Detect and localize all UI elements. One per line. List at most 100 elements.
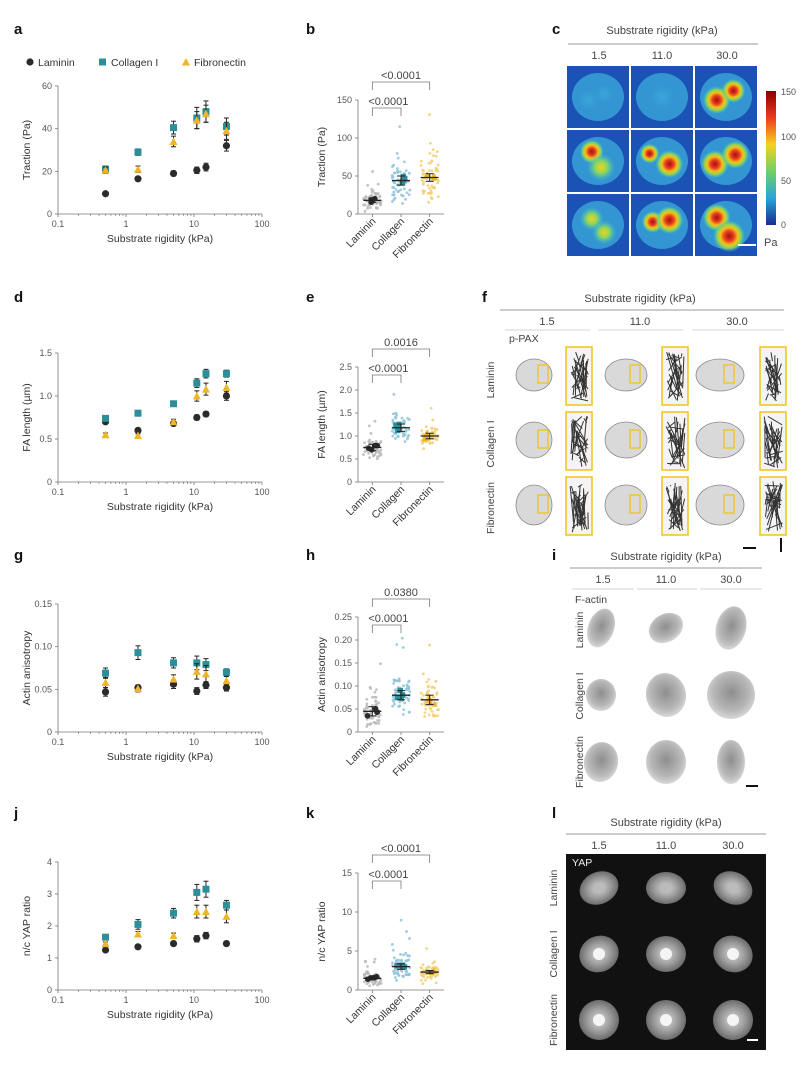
cell-point [421,168,424,172]
cell-point [406,954,410,957]
cell-point [428,965,431,969]
cell-point [421,672,425,676]
adhesion-mark [765,393,769,401]
point-fibronectin [192,907,201,916]
cell-point [362,453,365,456]
panel-label-h: h [306,547,315,564]
point-collagen [102,414,110,422]
cell-point [429,707,433,711]
y-tick-label: 10 [342,907,352,917]
cell-point [422,180,426,184]
x-axis-label-j: Substrate rigidity (kPa) [107,1009,213,1021]
actin-cell [586,679,616,711]
y-tick-label: 0.25 [334,612,352,622]
chart-d: 0 0.5 1.0 1.5 0.1 1 10 100 Substrate rigidity (k… [21,348,270,513]
panel-label-c: c [552,21,560,38]
adhesion-mark [579,508,583,531]
cell-point [393,692,397,696]
cell-point [419,163,423,167]
cell-point [420,429,424,432]
y-tick-label: 0 [47,477,52,487]
cell-point [391,948,395,952]
p-value-label: 0.0016 [384,337,418,349]
y-tick-label: 0 [347,209,352,219]
cell-point [392,392,396,396]
adhesion-mark [769,370,773,383]
legend-label-fibronectin: Fibronectin [194,57,246,69]
adhesion-mark [577,432,589,446]
cell-point [397,705,401,708]
adhesion-mark [767,444,773,461]
cell-point [394,412,398,415]
p-value-label: <0.0001 [368,613,408,625]
p-value-label: <0.0001 [368,363,408,375]
heatmap-hotspot [595,84,614,103]
cell-point [407,679,411,683]
point-collagen [222,668,230,676]
cell-point [371,716,375,720]
cell-point [425,691,429,694]
adhesion-mark [767,416,783,426]
adhesion-mark [769,393,775,396]
yap-nucleus [660,948,672,960]
adhesion-mark [574,441,584,450]
panel-label-b: b [306,21,315,38]
point-collagen [102,669,110,677]
cell-point [428,151,432,155]
x-tick-label: 100 [254,995,269,1005]
cell-point [423,700,427,704]
cell-outline [604,421,648,459]
cell-point [392,678,396,682]
adhesion-mark [572,418,583,429]
adhesion-mark [765,357,779,394]
adhesion-mark [573,421,586,441]
adhesion-mark [672,460,679,464]
point-collagen [202,370,210,378]
cell-point [394,437,397,440]
cell-point [423,711,427,715]
chart-j: 0 1 2 3 4 0.1 1 10 100 Substrate rigidity (kPa) n/… [21,857,270,1021]
point-collagen [170,400,178,408]
cell-point [403,701,407,705]
yap-nucleus [727,948,739,960]
yap-nucleus [593,948,605,960]
point-collagen [134,920,142,928]
adhesion-mark [570,421,574,454]
legend-marker-collagen [99,58,106,66]
significance-bracket [371,81,431,90]
adhesion-mark [582,451,587,466]
yap-nucleus [661,883,671,893]
point-collagen [102,933,110,941]
cell-point [404,951,408,955]
panel-i-stain: F-actin [575,594,607,606]
point-laminin [222,940,231,948]
cell-point [396,156,400,160]
y-tick-label: 1 [47,953,52,963]
cell-point [366,205,370,209]
panel-l-col-3: 30.0 [722,840,743,852]
point-collagen [222,901,230,909]
cell-point [374,699,377,703]
x-tick-label: 0.1 [52,487,65,497]
adhesion-mark [574,416,583,423]
actin-cell [715,606,747,650]
significance-bracket [371,348,431,357]
cell-point [428,161,432,165]
cell-point [363,209,367,213]
cell-point [391,698,395,702]
adhesion-mark [578,494,586,502]
adhesion-mark [764,422,771,438]
adhesion-mark [767,433,782,454]
point-laminin [193,413,201,422]
cell-point [369,712,373,716]
legend: Laminin Collagen I Fibronectin [26,57,246,69]
actin-cell [648,612,684,644]
adhesion-mark [667,391,676,399]
cell-point [422,693,425,697]
cell-point [365,702,369,706]
cell-point [377,722,381,725]
replicate-mean [364,713,371,719]
cell-point [373,695,377,699]
y-tick-label: 0 [47,985,52,995]
